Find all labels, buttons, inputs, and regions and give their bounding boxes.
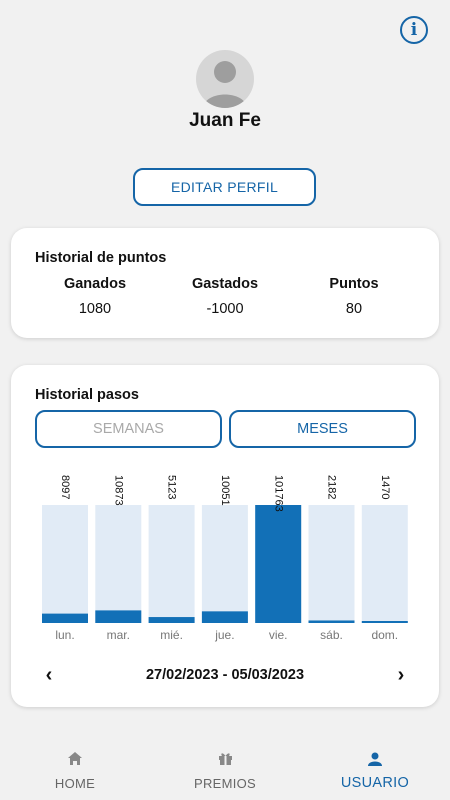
bar-track — [42, 505, 88, 623]
info-icon: i — [410, 20, 418, 40]
bar-value-label: 2182 — [326, 475, 338, 499]
bar[interactable] — [308, 620, 355, 623]
edit-profile-button[interactable]: EDITAR PERFIL — [133, 168, 316, 206]
bar-value-label: 10873 — [112, 475, 124, 506]
info-button[interactable]: i — [400, 16, 428, 44]
category-label: vie. — [269, 628, 288, 642]
points-earned: Ganados 1080 — [30, 276, 160, 317]
steps-history-title: Historial pasos — [35, 387, 139, 403]
points-total-label: Puntos — [329, 276, 379, 292]
avatar — [196, 50, 254, 108]
nav-user[interactable]: USUARIO — [300, 740, 450, 800]
points-earned-label: Ganados — [63, 276, 127, 292]
category-label: dom. — [371, 628, 398, 642]
tab-months[interactable]: MESES — [229, 410, 416, 448]
category-label: sáb. — [320, 628, 343, 642]
bar-track — [201, 505, 248, 623]
points-spent: Gastados -1000 — [160, 276, 290, 317]
next-week-button[interactable]: › — [389, 663, 413, 687]
steps-history-card: Historial pasos SEMANAS MESES 8097 lun. 10… — [11, 365, 439, 707]
category-label: lun. — [55, 628, 74, 642]
bar-value-label: 10051 — [219, 475, 231, 506]
bottom-navigation: HOME PREMIOS USUARIO — [0, 740, 450, 800]
points-total-value: 80 — [345, 301, 363, 317]
bar-track — [308, 505, 355, 623]
user-name: Juan Fe — [189, 110, 261, 131]
user-icon — [368, 752, 382, 766]
previous-week-button[interactable]: ‹ — [37, 663, 61, 687]
points-spent-label: Gastados — [191, 276, 259, 292]
category-label: mié. — [160, 628, 183, 642]
nav-rewards-label: PREMIOS — [193, 776, 257, 791]
bar-track — [361, 505, 408, 623]
tab-weeks[interactable]: SEMANAS — [35, 410, 222, 448]
points-history-title: Historial de puntos — [35, 250, 167, 266]
bar-value-label: 101763 — [272, 475, 284, 512]
bar[interactable] — [201, 611, 248, 623]
bar-value-label: 1470 — [379, 475, 391, 499]
steps-bar-chart: 8097 lun. 10873 mar. 5123 mié. 10051 jue. 101763… — [42, 475, 408, 642]
points-spent-value: -1000 — [206, 301, 244, 317]
bar[interactable] — [255, 505, 302, 623]
category-label: jue. — [214, 628, 234, 642]
bar[interactable] — [361, 621, 408, 623]
points-total: Puntos 80 — [289, 276, 419, 317]
bar-value-label: 8097 — [59, 475, 71, 499]
bar-track — [148, 505, 195, 623]
gift-icon — [218, 753, 232, 765]
nav-user-label: USUARIO — [340, 775, 410, 791]
chevron-left-icon: ‹ — [45, 663, 53, 686]
bar-value-label: 5123 — [166, 475, 178, 499]
bar-track — [95, 505, 142, 623]
points-earned-value: 1080 — [78, 301, 112, 317]
home-icon — [68, 752, 82, 765]
user-placeholder-icon — [203, 61, 247, 108]
points-history-card: Historial de puntos Ganados 1080 Gastado… — [11, 228, 439, 338]
nav-home-label: HOME — [54, 776, 96, 791]
chevron-right-icon: › — [397, 663, 405, 686]
bar[interactable] — [42, 613, 88, 623]
date-range: 27/02/2023 - 05/03/2023 — [145, 667, 305, 683]
nav-home[interactable]: HOME — [0, 740, 150, 800]
bar[interactable] — [148, 617, 195, 623]
bar[interactable] — [95, 610, 142, 623]
category-label: mar. — [107, 628, 130, 642]
nav-rewards[interactable]: PREMIOS — [150, 740, 300, 800]
